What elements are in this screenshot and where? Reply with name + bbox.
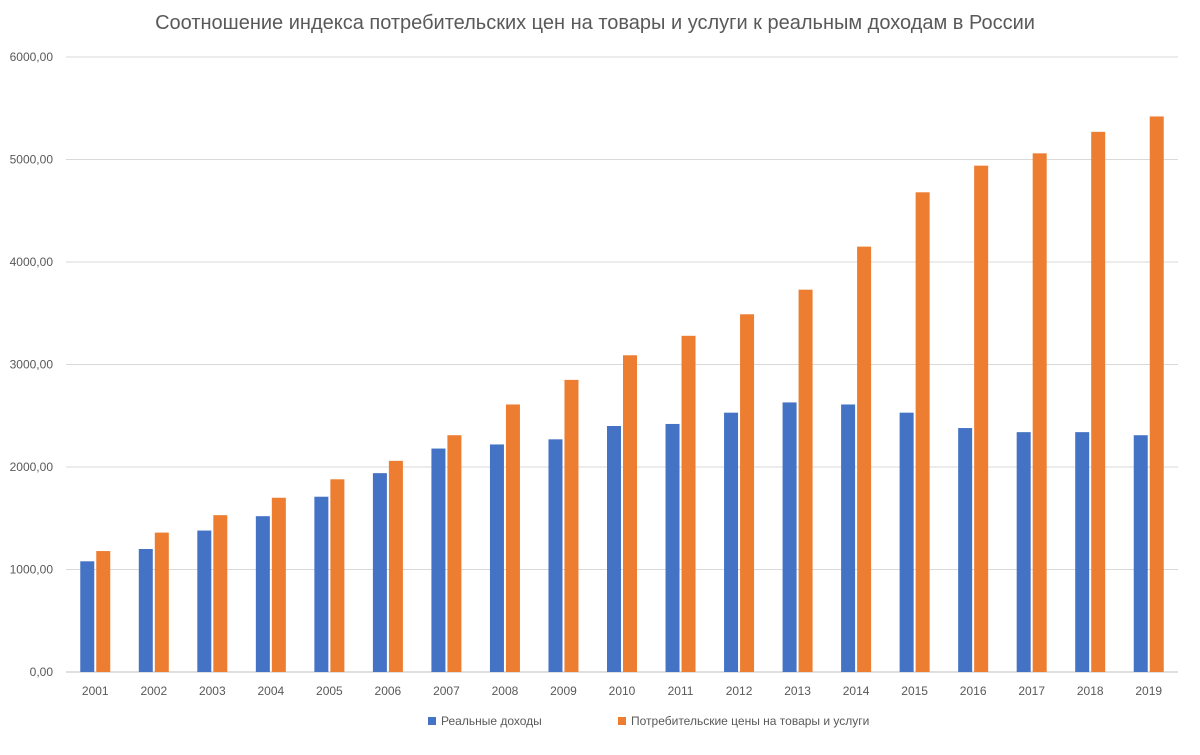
y-tick-label: 0,00 [30,665,54,679]
y-tick-label: 6000,00 [10,50,54,64]
bar-series-2 [213,515,228,672]
x-tick-label: 2001 [82,684,109,698]
bar-series-2 [1091,131,1106,672]
y-tick-label: 5000,00 [10,153,54,167]
legend-swatch-series-2 [618,717,626,725]
bar-series-1 [1075,432,1090,672]
bar-series-2 [681,335,696,672]
bar-series-1 [255,516,270,672]
x-tick-label: 2010 [609,684,636,698]
bar-series-1 [138,549,153,672]
legend-label-series-2: Потребительские цены на товары и услуги [631,714,870,728]
y-tick-label: 4000,00 [10,255,54,269]
bar-series-2 [154,532,169,672]
x-tick-label: 2006 [375,684,402,698]
x-tick-label: 2009 [550,684,577,698]
legend-item-series-1: Реальные доходы [428,714,542,728]
legend-label-series-1: Реальные доходы [441,714,542,728]
bar-series-1 [80,561,95,672]
bar-series-2 [974,165,989,672]
bar-series-1 [197,530,212,672]
bar-series-1 [548,439,563,672]
x-tick-label: 2008 [492,684,519,698]
bar-series-2 [623,355,637,672]
bar-series-2 [271,497,286,672]
bar-series-1 [607,426,621,672]
bar-series-2 [1149,116,1164,672]
bar-series-1 [1133,435,1148,672]
bar-series-1 [958,428,973,672]
bar-series-1 [782,402,797,672]
x-tick-label: 2014 [843,684,870,698]
bar-series-1 [489,444,504,672]
x-tick-label: 2017 [1018,684,1045,698]
bar-series-2 [798,289,813,672]
x-tick-label: 2013 [784,684,811,698]
bar-series-2 [505,404,520,672]
bar-series-1 [1016,432,1031,672]
bar-series-1 [314,496,329,672]
y-tick-label: 2000,00 [10,460,54,474]
bar-series-2 [857,246,872,672]
x-tick-label: 2011 [668,684,694,698]
y-tick-label: 3000,00 [10,358,54,372]
bar-series-2 [740,314,755,672]
x-tick-label: 2004 [257,684,284,698]
x-tick-label: 2015 [901,684,928,698]
bar-series-2 [447,435,462,672]
legend-swatch-series-1 [428,717,436,725]
bar-series-1 [665,423,680,672]
bar-series-2 [1032,153,1047,673]
x-tick-label: 2019 [1135,684,1162,698]
legend-item-series-2: Потребительские цены на товары и услуги [618,714,869,728]
chart-legend: Реальные доходы Потребительские цены на … [0,714,1200,734]
x-tick-label: 2007 [433,684,460,698]
bar-series-1 [372,473,387,672]
x-tick-label: 2003 [199,684,226,698]
x-tick-label: 2016 [960,684,987,698]
chart-title: Соотношение индекса потребительских цен … [155,12,1035,34]
bar-series-2 [388,460,403,672]
x-tick-label: 2012 [726,684,753,698]
x-tick-label: 2005 [316,684,343,698]
bar-series-2 [564,379,579,672]
bar-series-1 [431,448,446,672]
bar-series-1 [899,412,914,672]
bar-series-1 [841,404,856,672]
x-tick-label: 2002 [140,684,167,698]
bar-series-2 [96,551,111,672]
bar-series-1 [724,412,739,672]
bar-series-2 [915,192,930,673]
bar-series-2 [330,479,345,672]
y-tick-label: 1000,00 [10,563,54,577]
x-tick-label: 2018 [1077,684,1104,698]
